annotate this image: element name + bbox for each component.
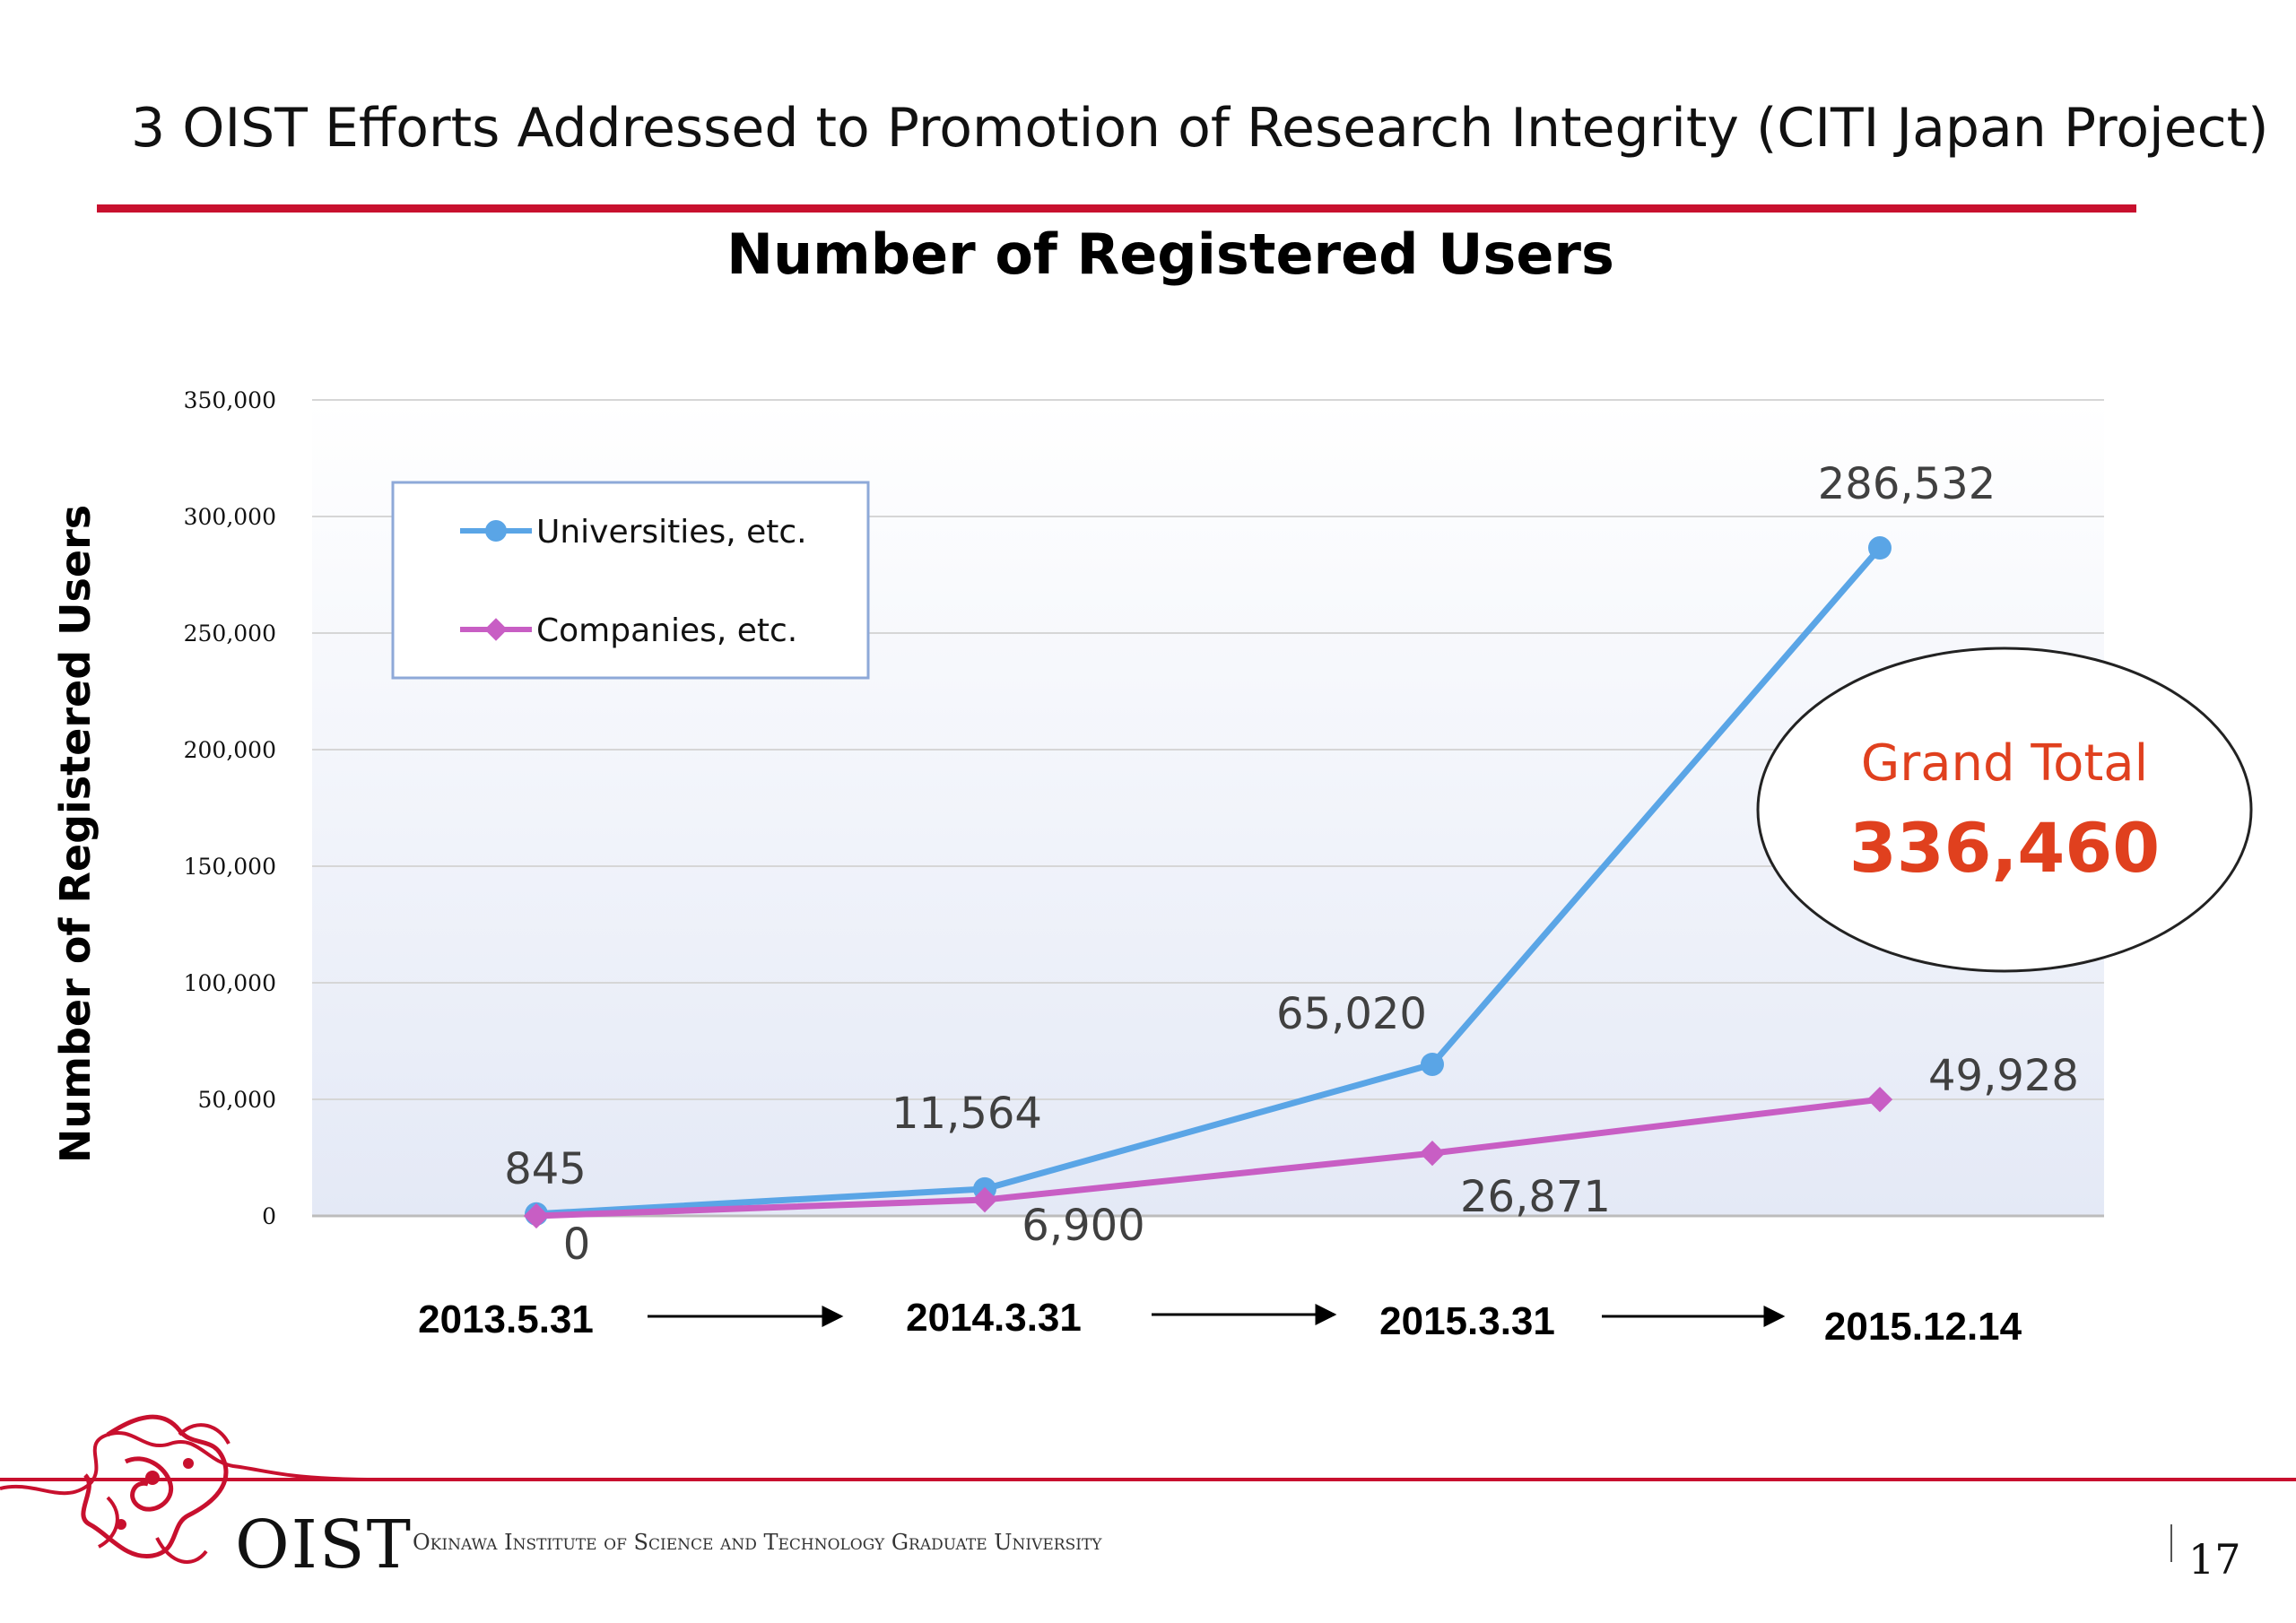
- data-point: [1866, 1087, 1893, 1113]
- title-divider: [97, 204, 2136, 213]
- legend-marker-universities: [485, 520, 507, 542]
- callout-label: Grand Total: [1861, 734, 2148, 793]
- data-label: 6,900: [1022, 1201, 1144, 1251]
- page-number-divider: [2170, 1524, 2172, 1562]
- x-category-label: 2014.3.31: [906, 1296, 1082, 1340]
- data-point: [971, 1186, 998, 1213]
- y-tick-label: 250,000: [184, 621, 276, 647]
- x-category-label: 2015.12.14: [1824, 1305, 2022, 1349]
- data-point: [1421, 1052, 1444, 1076]
- x-category-label: 2015.3.31: [1379, 1299, 1555, 1343]
- series-line-universities: [535, 545, 1883, 1218]
- footer-divider: [0, 1478, 2296, 1481]
- legend-marker-companies: [484, 618, 508, 641]
- data-label: 845: [504, 1144, 587, 1194]
- legend: Universities, etc. Companies, etc.: [391, 481, 870, 680]
- y-tick-label: 350,000: [184, 387, 276, 413]
- data-label: 65,020: [1276, 989, 1427, 1039]
- y-tick-label: 50,000: [198, 1087, 276, 1113]
- callout-value: 336,460: [1849, 808, 2160, 888]
- legend-label-universities: Universities, etc.: [536, 514, 807, 551]
- y-tick-label: 100,000: [184, 970, 276, 996]
- data-point: [1419, 1140, 1446, 1167]
- legend-box: [391, 481, 870, 680]
- oist-logo-icon: [0, 1414, 377, 1564]
- y-tick-label: 150,000: [184, 854, 276, 880]
- y-axis-label: Number of Registered Users: [51, 505, 100, 1163]
- y-tick-label: 300,000: [184, 504, 276, 530]
- data-point: [523, 1202, 550, 1229]
- series-line-companies: [535, 1096, 1881, 1219]
- footer-logo-text: OIST: [235, 1506, 413, 1584]
- slide-title: 3 OIST Efforts Addressed to Promotion of…: [131, 97, 2269, 160]
- legend-label-companies: Companies, etc.: [536, 612, 797, 649]
- data-label: 0: [563, 1219, 591, 1270]
- data-label: 49,928: [1928, 1051, 2079, 1101]
- x-category-label: 2013.5.31: [418, 1298, 594, 1341]
- y-tick-label: 0: [262, 1203, 276, 1229]
- grand-total-callout: Grand Total 336,460: [1756, 647, 2253, 973]
- data-label: 286,532: [1818, 459, 1996, 509]
- line-chart: Number of Registered Users Number of Reg…: [51, 221, 2253, 1349]
- data-label: 26,871: [1460, 1172, 1611, 1222]
- data-label: 11,564: [891, 1089, 1042, 1139]
- page-number: 17: [2188, 1535, 2241, 1584]
- y-tick-label: 200,000: [184, 737, 276, 763]
- footer-institution-name: Okinawa Institute of Science and Technol…: [413, 1530, 1102, 1555]
- chart-title: Number of Registered Users: [726, 221, 1614, 287]
- callout-ellipse: [1756, 647, 2253, 973]
- data-point: [1868, 536, 1892, 560]
